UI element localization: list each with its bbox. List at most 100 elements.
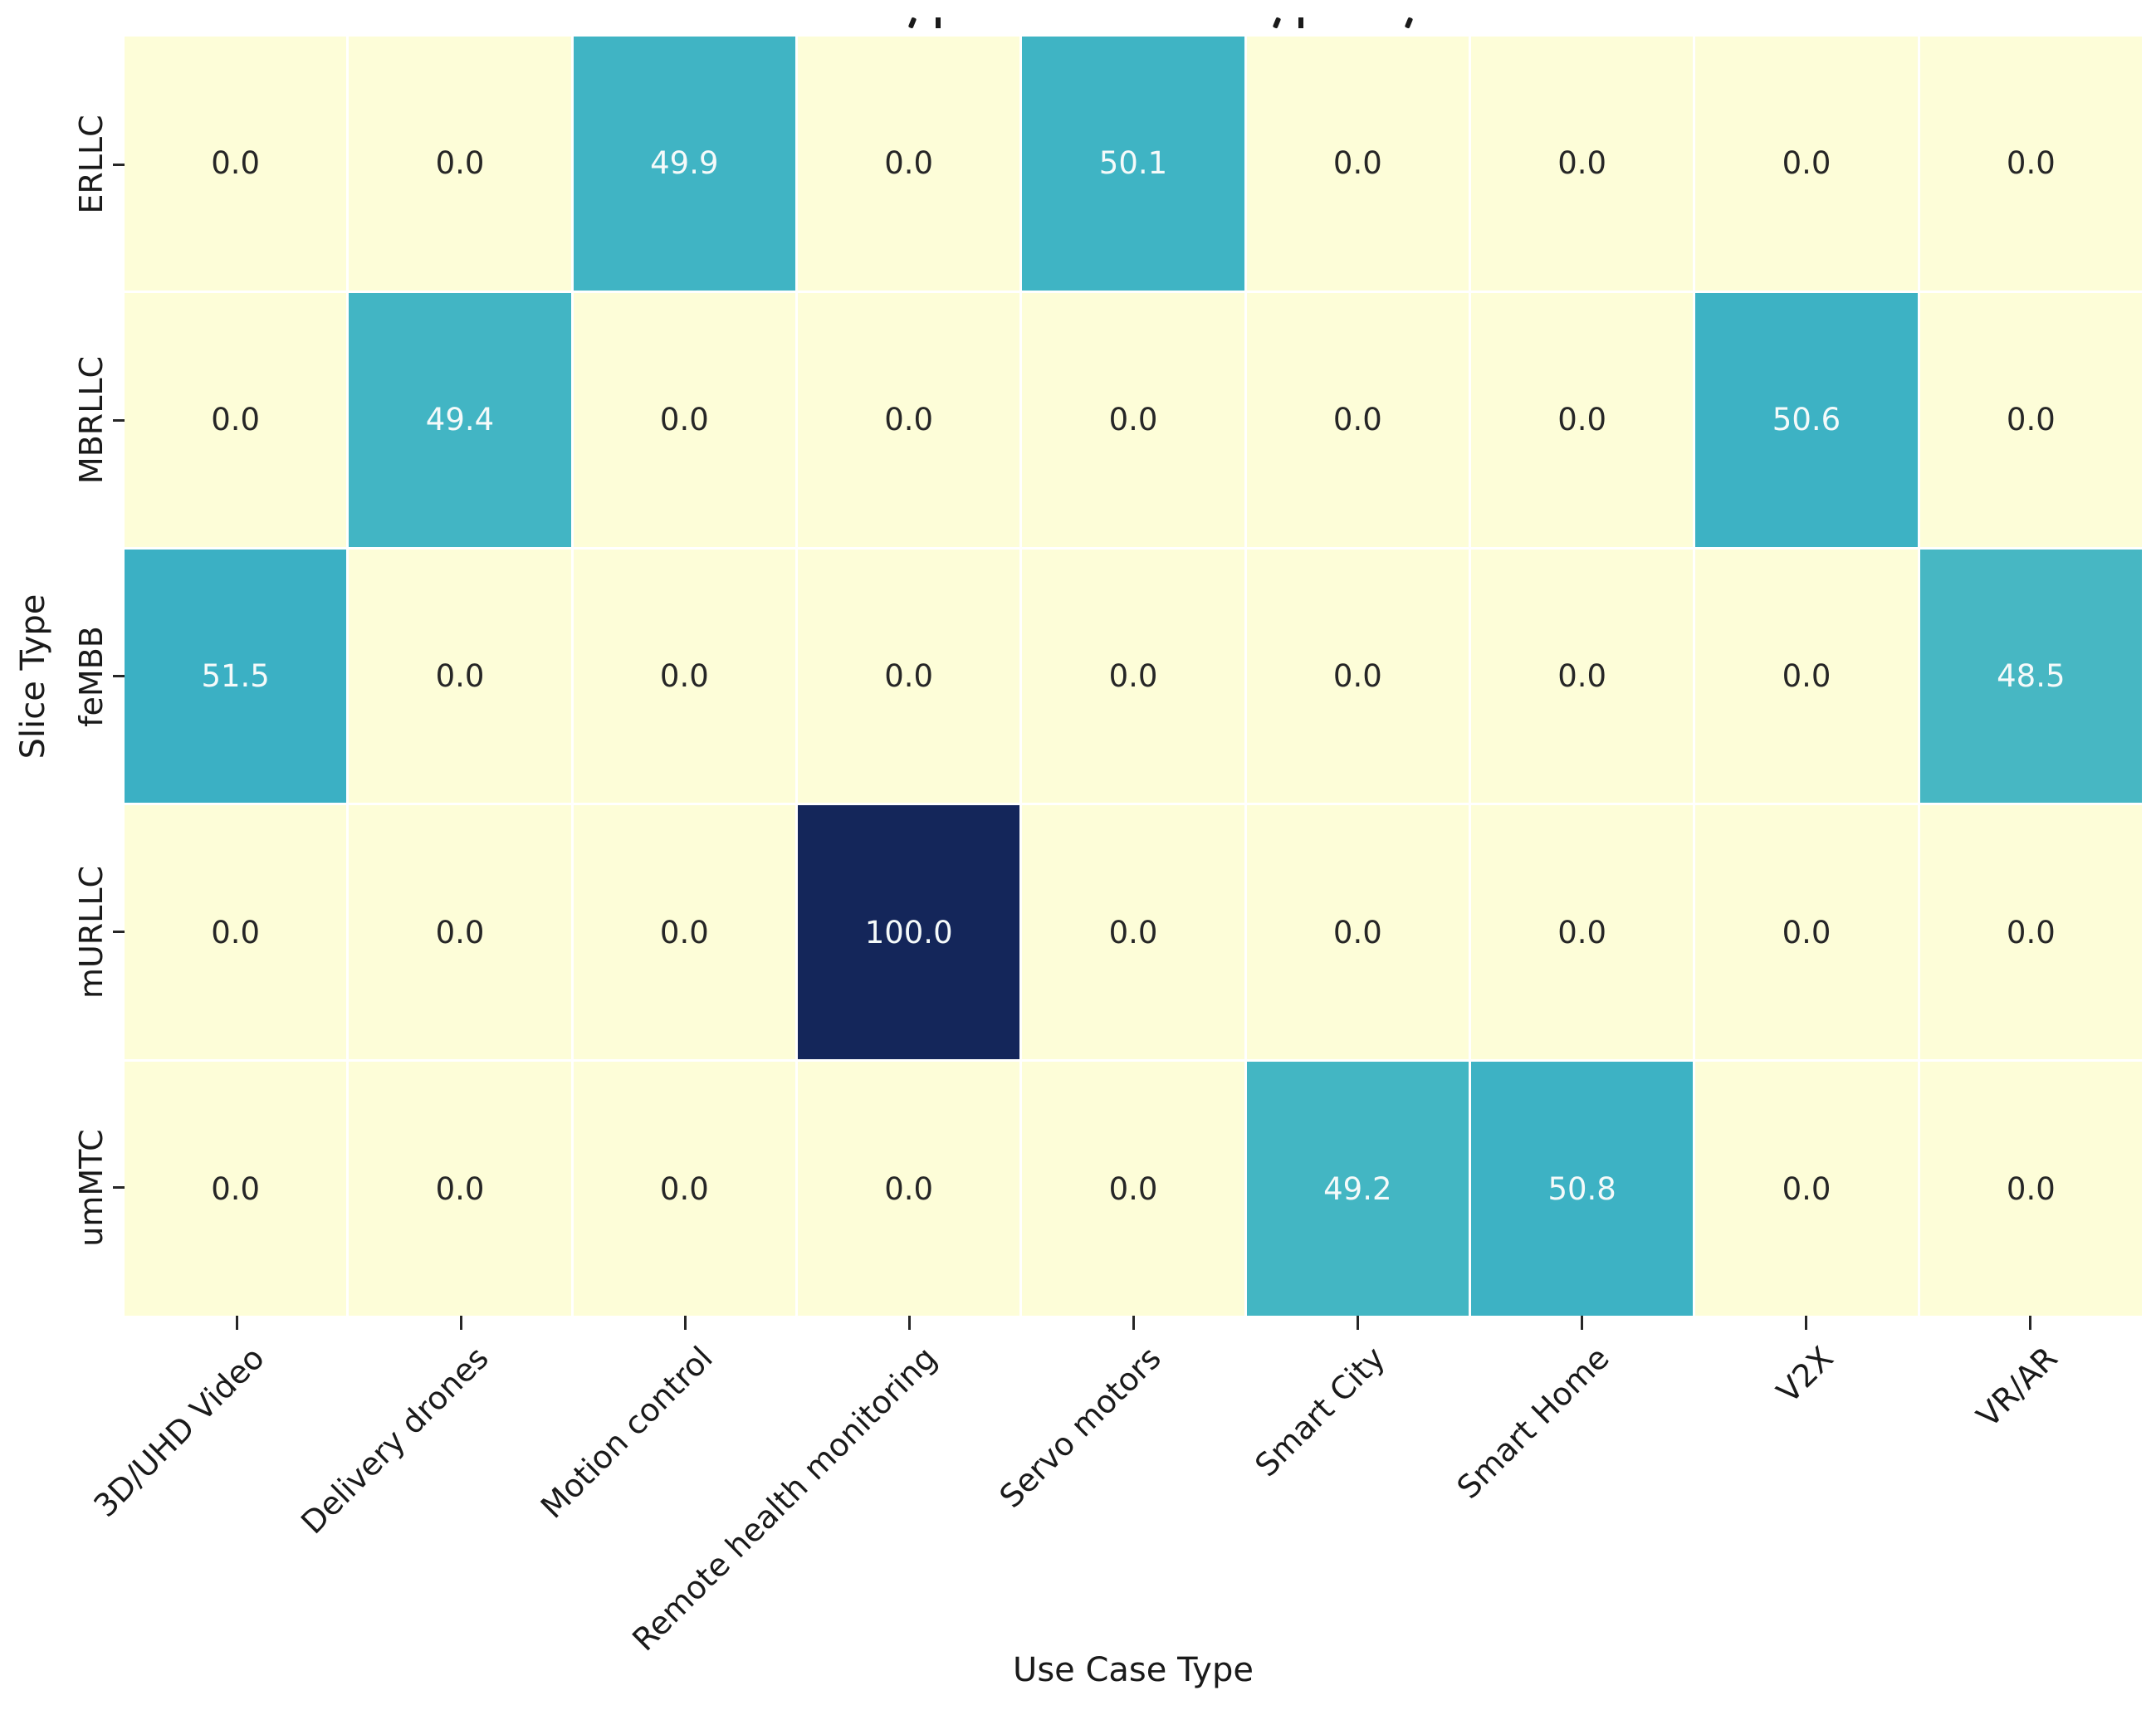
cell-value: 0.0 — [1557, 402, 1607, 438]
heatmap-cell: 49.9 — [573, 37, 795, 291]
cell-value: 0.0 — [1332, 145, 1382, 182]
y-axis-tick — [113, 163, 125, 166]
x-axis-tick — [907, 1316, 911, 1330]
heatmap-cell: 0.0 — [349, 549, 571, 804]
cell-value: 0.0 — [1782, 914, 1831, 950]
x-axis-tick — [2028, 1316, 2031, 1330]
x-axis-tick — [235, 1316, 238, 1330]
heatmap-cell: 49.2 — [1246, 1062, 1469, 1316]
cell-value: 49.9 — [650, 145, 719, 182]
heatmap-cell: 0.0 — [1695, 549, 1918, 804]
cell-value: 0.0 — [2006, 402, 2056, 438]
clipped-title-fragment — [1298, 17, 1303, 28]
heatmap-cell: 0.0 — [349, 805, 571, 1060]
y-tick-label: mURLLC — [73, 865, 110, 999]
cell-value: 0.0 — [211, 145, 261, 182]
cell-value: 0.0 — [1557, 914, 1607, 950]
heatmap-cell: 0.0 — [349, 1062, 571, 1316]
cell-value: 0.0 — [435, 145, 485, 182]
x-axis-tick — [1132, 1316, 1135, 1330]
cell-value: 0.0 — [659, 914, 709, 950]
y-tick-label: ERLLC — [73, 115, 110, 214]
heatmap-cell: 0.0 — [573, 805, 795, 1060]
heatmap-cell: 0.0 — [1022, 292, 1244, 547]
cell-value: 0.0 — [659, 1170, 709, 1207]
heatmap-cell: 0.0 — [1022, 549, 1244, 804]
cell-value: 100.0 — [864, 914, 953, 950]
cell-value: 0.0 — [211, 1170, 261, 1207]
heatmap-cell: 49.4 — [349, 292, 571, 547]
heatmap-cell: 0.0 — [1022, 1062, 1244, 1316]
x-axis-tick — [1804, 1316, 1807, 1330]
heatmap-cell: 0.0 — [573, 1062, 795, 1316]
x-axis-tick — [459, 1316, 462, 1330]
heatmap-cell: 50.1 — [1022, 37, 1244, 291]
cell-value: 50.6 — [1772, 402, 1841, 438]
cell-value: 50.1 — [1098, 145, 1168, 182]
heatmap-cell: 51.5 — [125, 549, 347, 804]
heatmap-cell: 0.0 — [1246, 549, 1469, 804]
heatmap-cell: 0.0 — [1919, 805, 2142, 1060]
y-tick-label: feMBB — [73, 625, 110, 727]
heatmap-cell: 0.0 — [1695, 37, 1918, 291]
cell-value: 0.0 — [659, 402, 709, 438]
cell-value: 0.0 — [211, 914, 261, 950]
cell-value: 49.2 — [1323, 1170, 1392, 1207]
heatmap-cell: 0.0 — [349, 37, 571, 291]
heatmap-cell: 0.0 — [1695, 805, 1918, 1060]
cell-value: 0.0 — [659, 657, 709, 694]
x-axis-tick — [683, 1316, 687, 1330]
y-axis-label: Slice Type — [14, 594, 52, 760]
heatmap-cell: 0.0 — [1471, 805, 1694, 1060]
heatmap-cell: 50.8 — [1471, 1062, 1694, 1316]
heatmap-cell: 0.0 — [1919, 292, 2142, 547]
x-axis-tick — [1580, 1316, 1583, 1330]
y-tick-label: MBRLLC — [73, 356, 110, 485]
heatmap-cell: 0.0 — [125, 292, 347, 547]
y-axis-tick — [113, 931, 125, 934]
cell-value: 0.0 — [1108, 914, 1158, 950]
cell-value: 0.0 — [1557, 657, 1607, 694]
clipped-title-fragment — [1404, 17, 1414, 29]
clipped-title-fragment — [907, 17, 917, 29]
heatmap-cell: 0.0 — [573, 549, 795, 804]
cell-value: 0.0 — [1782, 1170, 1831, 1207]
x-axis-label: Use Case Type — [1013, 1651, 1254, 1689]
heatmap-cell: 0.0 — [1919, 37, 2142, 291]
heatmap-cell: 0.0 — [1471, 549, 1694, 804]
cell-value: 0.0 — [1108, 657, 1158, 694]
heatmap-cell: 0.0 — [798, 1062, 1020, 1316]
cell-value: 51.5 — [201, 657, 270, 694]
heatmap-cell: 0.0 — [1022, 805, 1244, 1060]
cell-value: 0.0 — [1108, 402, 1158, 438]
clipped-title-fragment — [936, 17, 941, 28]
x-tick-label: 3D/UHD Video — [86, 1339, 271, 1525]
heatmap-cell: 0.0 — [125, 1062, 347, 1316]
clipped-title-fragment — [1272, 17, 1282, 29]
x-axis-tick — [1356, 1316, 1359, 1330]
heatmap-cell: 0.0 — [573, 292, 795, 547]
cell-value: 0.0 — [1782, 145, 1831, 182]
cell-value: 50.8 — [1547, 1170, 1616, 1207]
cell-value: 0.0 — [2006, 1170, 2056, 1207]
heatmap-grid: 0.0 0.0 49.9 0.0 50.1 0.0 0.0 0.0 0.0 0.0 49.4 0.0 0… — [125, 37, 2142, 1316]
heatmap-cell: 100.0 — [798, 805, 1020, 1060]
heatmap-cell: 0.0 — [1246, 37, 1469, 291]
heatmap-cell: 50.6 — [1695, 292, 1918, 547]
y-axis-tick — [113, 418, 125, 422]
heatmap-cell: 0.0 — [798, 37, 1020, 291]
cell-value: 0.0 — [435, 914, 485, 950]
heatmap-cell: 0.0 — [1695, 1062, 1918, 1316]
heatmap-cell: 0.0 — [1471, 37, 1694, 291]
heatmap-cell: 0.0 — [798, 292, 1020, 547]
heatmap-cell: 0.0 — [1471, 292, 1694, 547]
heatmap-cell: 48.5 — [1919, 549, 2142, 804]
cell-value: 48.5 — [1997, 657, 2066, 694]
heatmap-cell: 0.0 — [1246, 292, 1469, 547]
cell-value: 0.0 — [1557, 145, 1607, 182]
cell-value: 0.0 — [884, 145, 934, 182]
heatmap-cell: 0.0 — [125, 37, 347, 291]
y-tick-label: umMTC — [73, 1129, 110, 1247]
cell-value: 0.0 — [211, 402, 261, 438]
